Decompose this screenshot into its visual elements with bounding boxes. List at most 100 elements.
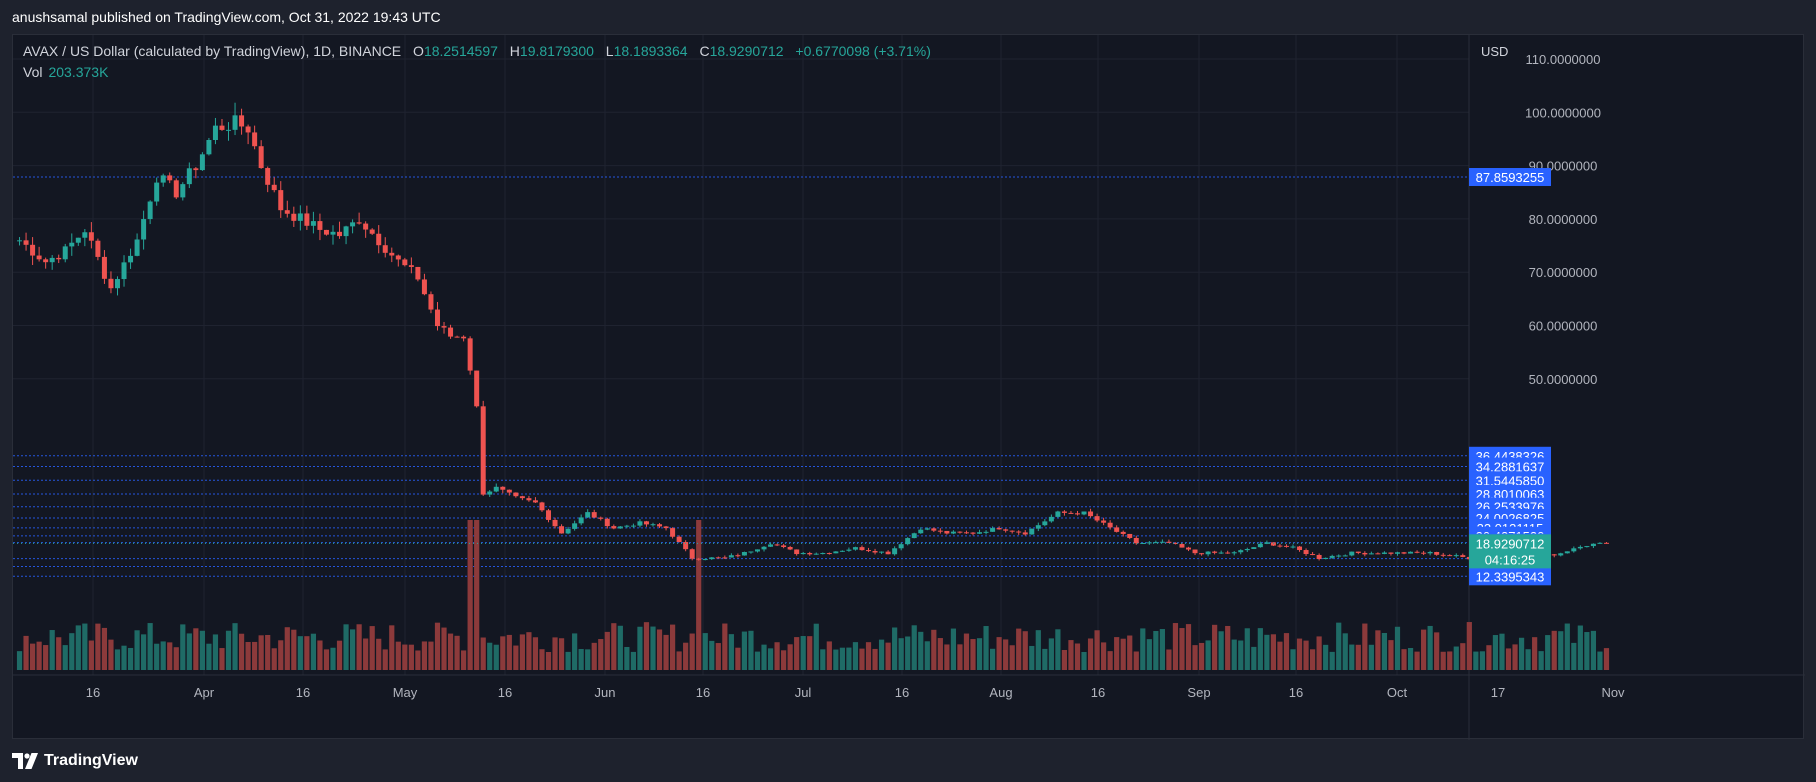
candle-body	[1283, 545, 1289, 547]
volume-bar	[1349, 644, 1355, 670]
volume-bar	[1421, 629, 1427, 670]
candle-body	[546, 510, 552, 520]
candle-body	[1427, 552, 1433, 554]
volume-label[interactable]: Vol	[23, 64, 43, 80]
candle-body	[1231, 552, 1237, 554]
volume-bar	[36, 641, 42, 670]
volume-bar	[1381, 632, 1388, 670]
volume-bar	[1479, 651, 1485, 670]
candle-body	[147, 201, 153, 220]
brand-name: TradingView	[44, 752, 138, 769]
candle-body	[1016, 531, 1022, 533]
candle-body	[487, 491, 493, 495]
volume-bar	[297, 636, 303, 670]
candle-body	[1584, 546, 1590, 548]
candle-body	[265, 168, 271, 185]
candle-body	[1159, 541, 1165, 543]
volume-bar	[1558, 631, 1564, 670]
volume-bar	[1042, 648, 1048, 670]
volume-bar	[787, 644, 793, 670]
candle-body	[813, 553, 819, 555]
candle-body	[676, 536, 682, 543]
candle-body	[787, 547, 793, 550]
volume-bar	[741, 631, 748, 670]
candle-body	[859, 547, 865, 551]
volume-bar	[1257, 628, 1263, 670]
volume-bar	[1166, 649, 1172, 670]
candle-body	[1055, 511, 1061, 517]
volume-bar	[454, 635, 460, 670]
volume-bar	[552, 637, 558, 670]
x-tick-label: Jul	[795, 685, 812, 700]
volume-bar	[813, 623, 819, 670]
volume-bar	[421, 641, 428, 670]
volume-bar	[29, 643, 36, 670]
volume-bar	[1127, 635, 1133, 670]
volume-bar	[336, 640, 343, 670]
volume-bar	[1048, 638, 1054, 670]
volume-bar	[1081, 651, 1087, 670]
volume-bar	[369, 626, 375, 670]
chart-canvas[interactable]: USD110.0000000100.000000090.000000080.00…	[13, 35, 1805, 740]
volume-bar	[807, 636, 813, 670]
chart-frame[interactable]: USD 110.0000000 100.0000000 90.0000000 80.00…	[12, 34, 1805, 740]
volume-bar	[167, 642, 173, 670]
volume-bar	[500, 636, 506, 670]
volume-bar	[258, 635, 264, 670]
y-tick-label: 110.0000000	[1526, 52, 1601, 67]
volume-bar	[1238, 640, 1244, 670]
candle-body	[506, 489, 512, 493]
high-label: H	[509, 43, 520, 59]
volume-bar	[996, 637, 1002, 670]
candle-body	[565, 528, 571, 534]
candle-body	[1251, 547, 1257, 549]
volume-bar	[918, 631, 924, 670]
volume-bar	[1584, 632, 1590, 670]
volume-value: 203.373K	[48, 64, 109, 80]
symbol-label[interactable]: AVAX / US Dollar (calculated by TradingV…	[23, 43, 402, 59]
volume-bar	[252, 641, 258, 670]
candle-body	[1061, 511, 1067, 513]
currency-label: USD	[1481, 44, 1508, 59]
volume-bar	[395, 641, 401, 670]
candle-body	[937, 530, 943, 532]
candle-body	[1590, 543, 1596, 547]
candle-body	[591, 512, 597, 518]
candle-body	[1597, 542, 1603, 544]
volume-bar	[611, 623, 617, 670]
volume-bar	[1179, 628, 1185, 670]
volume-bar	[480, 637, 486, 670]
volume-bar	[1460, 643, 1466, 670]
tradingview-logo[interactable]: TradingView	[12, 752, 138, 770]
candle-body	[774, 544, 780, 546]
candle-body	[376, 233, 382, 246]
volume-bar	[545, 651, 552, 670]
volume-bar	[271, 648, 277, 670]
volume-bar	[598, 639, 604, 670]
volume-bar	[983, 626, 989, 670]
level-price-tag	[1469, 567, 1551, 586]
volume-bar	[748, 630, 754, 670]
volume-bar	[95, 623, 101, 670]
candle-body	[415, 266, 421, 280]
candle-body	[56, 257, 62, 260]
volume-bar	[1218, 631, 1224, 670]
volume-bar	[186, 633, 192, 670]
candle-body	[461, 336, 467, 339]
candle-body	[1225, 552, 1231, 554]
candle-body	[683, 542, 689, 550]
volume-bar	[1074, 643, 1081, 670]
volume-bar	[663, 634, 669, 670]
candle-body	[1218, 552, 1224, 554]
volume-bar	[1564, 623, 1570, 670]
candle-body	[1094, 516, 1100, 521]
candle-body	[75, 237, 81, 243]
candle-body	[1029, 528, 1035, 535]
candle-body	[1088, 511, 1094, 517]
volume-bar	[1434, 632, 1440, 670]
candle-body	[539, 502, 545, 511]
x-tick-label: 16	[1289, 685, 1303, 700]
volume-bar	[1329, 651, 1335, 670]
volume-bar	[284, 627, 290, 670]
candle-body	[252, 132, 258, 147]
